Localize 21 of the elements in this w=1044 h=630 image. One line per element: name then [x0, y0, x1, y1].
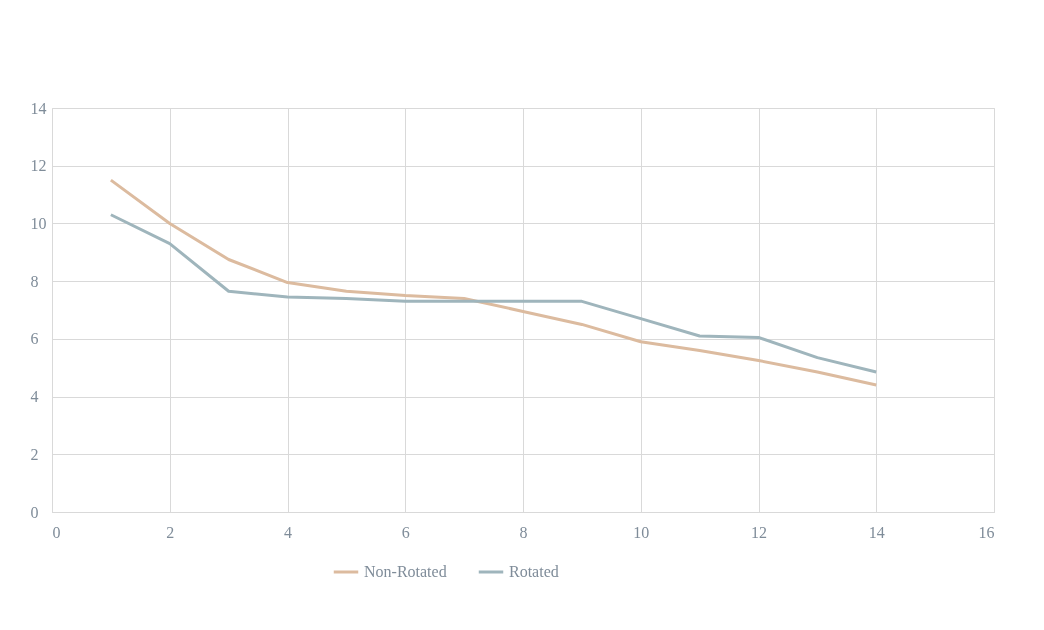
- y-tick-label: 12: [30, 157, 47, 175]
- x-tick-label: 8: [519, 523, 528, 541]
- x-tick-label: 4: [284, 523, 292, 541]
- x-tick-label: 14: [868, 523, 885, 541]
- line-series: [109, 178, 878, 387]
- x-tick-label: 2: [166, 523, 175, 541]
- legend-label: Rotated: [509, 563, 559, 580]
- x-tick-label: 12: [751, 523, 767, 541]
- y-tick-label: 10: [30, 214, 47, 232]
- x-tick-label: 0: [52, 523, 61, 541]
- x-tick-label: 16: [978, 523, 995, 541]
- y-tick-label: 6: [30, 330, 39, 348]
- y-tick-label: 8: [30, 272, 39, 290]
- x-tick-label: 10: [633, 523, 650, 541]
- y-tick-label: 2: [30, 445, 39, 463]
- x-tick-label: 6: [401, 523, 410, 541]
- y-tick-label: 14: [30, 99, 47, 117]
- legend-label: Non-Rotated: [364, 563, 447, 580]
- line-series: [109, 213, 878, 374]
- y-tick-label: 0: [30, 503, 39, 521]
- y-tick-label: 4: [30, 388, 39, 406]
